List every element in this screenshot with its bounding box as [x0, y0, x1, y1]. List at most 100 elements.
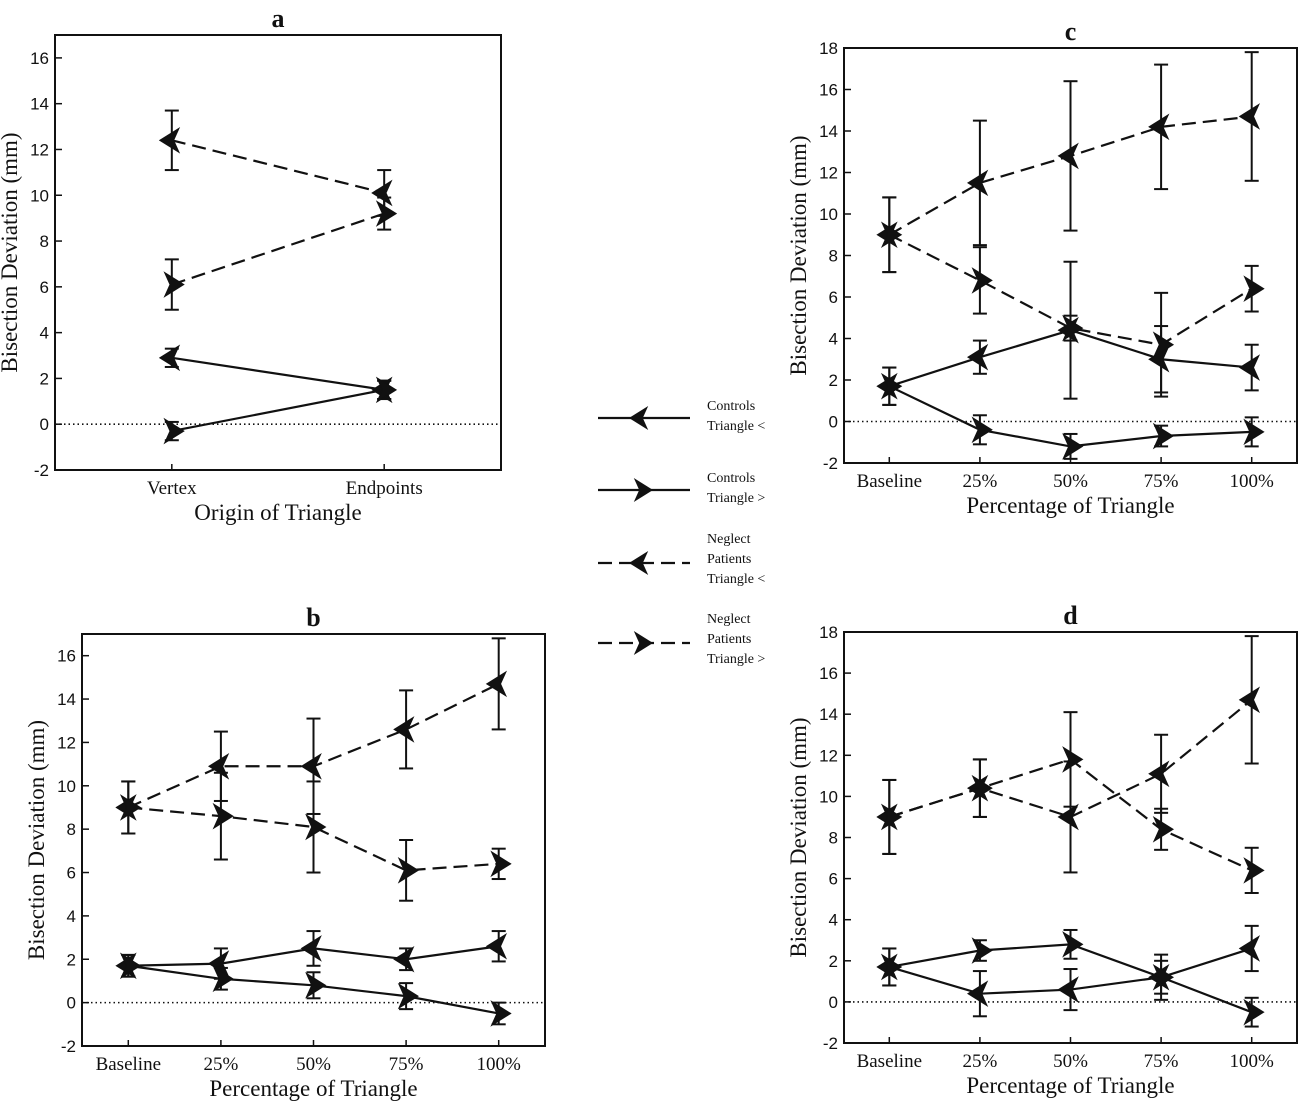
y-tick-label: 2	[40, 369, 49, 388]
x-axis-title: Percentage of Triangle	[209, 1076, 417, 1101]
data-point-neg_gt	[1152, 331, 1175, 359]
data-point-ctrl_gt	[971, 937, 993, 964]
series-line-neg_gt	[171, 212, 385, 286]
data-point-ctrl_lt	[966, 343, 989, 371]
x-tick-label: 25%	[203, 1054, 238, 1075]
y-tick-label: 2	[829, 371, 838, 390]
x-axis-title: Origin of Triangle	[194, 500, 361, 525]
y-tick-label: 0	[829, 993, 838, 1012]
x-tick-label: 25%	[962, 1051, 997, 1072]
series-line-neg_lt	[171, 139, 385, 195]
y-tick-label: 4	[829, 911, 838, 930]
y-tick-label: 8	[40, 232, 49, 251]
y-tick-label: 4	[40, 324, 49, 343]
legend-label-neg_gt: Patients	[707, 632, 751, 647]
data-point-ctrl_gt	[1243, 998, 1265, 1026]
data-point-neg_lt	[300, 752, 322, 780]
x-tick-label: Baseline	[857, 1051, 922, 1072]
data-point-ctrl_gt	[163, 417, 185, 445]
x-tick-label: Endpoints	[346, 478, 423, 499]
data-point-ctrl_gt	[1062, 931, 1084, 958]
data-point-neg_lt	[1057, 142, 1079, 170]
data-point-neg_lt	[1148, 760, 1170, 788]
data-point-neg_lt	[393, 716, 415, 743]
panel-title: b	[306, 603, 320, 632]
data-point-ctrl_lt	[966, 980, 989, 1007]
y-tick-label: 12	[30, 140, 49, 159]
data-point-neg_gt	[1243, 857, 1265, 884]
y-tick-label: 18	[819, 39, 838, 58]
legend-label-ctrl_gt: Controls	[707, 471, 755, 486]
y-tick-label: 2	[67, 950, 76, 969]
x-tick-label: Baseline	[857, 471, 922, 492]
y-tick-label: 16	[57, 647, 76, 666]
y-tick-label: 16	[30, 49, 49, 68]
data-point-neg_gt	[971, 774, 993, 802]
data-point-neg_gt	[1243, 275, 1265, 302]
y-tick-label: 10	[30, 186, 49, 205]
y-tick-label: 6	[829, 288, 838, 307]
data-point-neg_gt	[119, 794, 142, 821]
data-point-neg_gt	[490, 850, 512, 878]
series-line-neg_gt	[128, 806, 499, 872]
legend-label-ctrl_lt: Controls	[707, 399, 755, 414]
data-point-ctrl_gt	[971, 416, 993, 444]
y-tick-label: 14	[819, 705, 838, 724]
plot-frame	[54, 34, 502, 471]
data-point-neg_gt	[971, 267, 993, 294]
data-point-neg_lt	[371, 179, 393, 207]
data-point-ctrl_gt	[880, 372, 903, 400]
x-tick-label: 25%	[962, 471, 997, 492]
chart-panel-c: c -2 0 2 4 6 8 10 12 14 16 18 Baseline 25% 50% 75% 100% P…	[786, 17, 1298, 518]
y-tick-label: 18	[819, 623, 838, 642]
y-tick-label: 4	[829, 330, 838, 349]
data-point-ctrl_gt	[1062, 433, 1084, 460]
data-point-neg_lt	[1057, 803, 1079, 831]
data-point-ctrl_gt	[1243, 418, 1265, 446]
x-tick-label: 75%	[1144, 1051, 1179, 1072]
series-line-neg_gt	[888, 233, 1253, 346]
series-line-ctrl_gt	[171, 388, 385, 433]
panel-title: a	[272, 4, 285, 33]
y-tick-label: 8	[829, 829, 838, 848]
legend-label-ctrl_gt: Triangle >	[707, 491, 765, 506]
data-point-ctrl_gt	[305, 971, 327, 999]
x-tick-label: 75%	[1144, 471, 1179, 492]
data-point-neg_gt	[880, 221, 903, 249]
data-point-ctrl_lt	[158, 344, 181, 372]
y-tick-label: 6	[67, 864, 76, 883]
data-point-neg_gt	[212, 802, 234, 830]
data-point-ctrl_lt	[1238, 935, 1261, 962]
y-tick-label: 16	[819, 664, 838, 683]
x-tick-label: Baseline	[96, 1054, 161, 1075]
data-point-neg_gt	[397, 857, 420, 884]
y-tick-label: 4	[67, 907, 76, 926]
data-point-ctrl_gt	[375, 376, 398, 404]
x-tick-label: 50%	[1053, 1051, 1088, 1072]
data-point-ctrl_gt	[119, 952, 142, 980]
y-tick-label: -2	[823, 454, 838, 473]
data-point-neg_lt	[485, 670, 508, 698]
data-point-ctrl_lt	[300, 935, 322, 962]
data-point-ctrl_lt	[393, 945, 415, 973]
y-tick-label: -2	[823, 1034, 838, 1053]
y-tick-label: 2	[829, 952, 838, 971]
data-point-neg_gt	[880, 803, 903, 831]
y-tick-label: 12	[819, 164, 838, 183]
y-tick-label: 10	[819, 787, 838, 806]
y-tick-label: 0	[67, 994, 76, 1013]
y-tick-label: 12	[819, 746, 838, 765]
x-tick-label: 50%	[1053, 471, 1088, 492]
y-tick-label: 14	[819, 122, 838, 141]
x-axis-title: Percentage of Triangle	[966, 493, 1174, 518]
data-point-neg_lt	[1148, 113, 1170, 141]
x-tick-label: Vertex	[147, 478, 197, 499]
y-axis-title: Bisection Deviation (mm)	[0, 132, 22, 372]
data-point-ctrl_gt	[397, 982, 420, 1010]
y-tick-label: 8	[829, 247, 838, 266]
x-tick-label: 100%	[1230, 1051, 1275, 1072]
legend-label-ctrl_lt: Triangle <	[707, 419, 765, 434]
legend-label-neg_lt: Triangle <	[707, 572, 765, 587]
